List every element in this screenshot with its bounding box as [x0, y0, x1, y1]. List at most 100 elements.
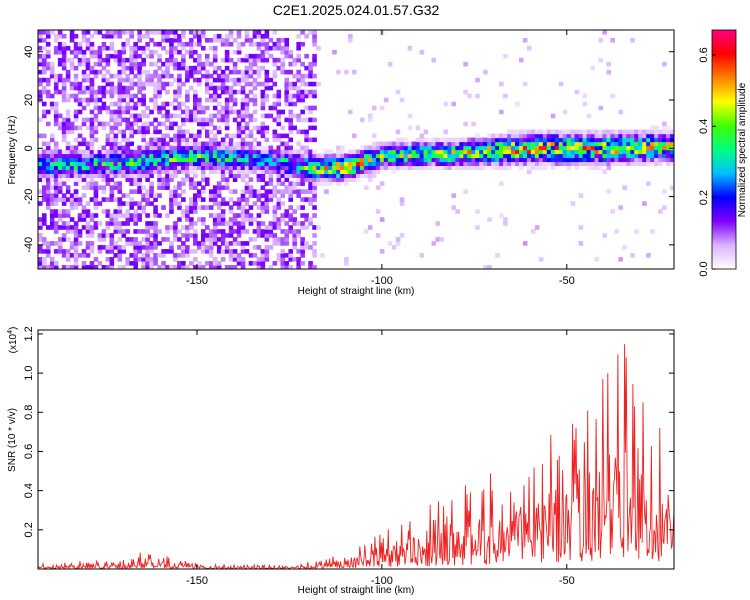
heatmap-cell [177, 145, 182, 151]
heatmap-cell [284, 185, 290, 190]
heatmap-cell [244, 185, 250, 190]
heatmap-cell [284, 253, 290, 258]
heatmap-cell [463, 161, 468, 167]
heatmap-cell [73, 237, 79, 242]
heatmap-cell [212, 197, 218, 202]
heatmap-cell [129, 161, 134, 167]
heatmap-cell [216, 33, 222, 39]
heatmap-cell [264, 149, 270, 155]
heatmap-cell [133, 93, 138, 99]
heatmap-cell [85, 241, 91, 246]
heatmap-cell [200, 161, 206, 167]
heatmap-cell [252, 145, 258, 151]
heatmap-cell [165, 153, 170, 159]
heatmap-cell [53, 33, 59, 39]
heatmap-cell [666, 145, 671, 151]
colorbar: 0.00.20.40.6 Normalized spectral amplitu… [698, 29, 748, 277]
heatmap-cell [292, 221, 297, 226]
heatmap-cell [216, 65, 222, 71]
heatmap-cell [200, 249, 206, 254]
heatmap-cell [538, 257, 544, 262]
heatmap-cell [296, 153, 301, 159]
heatmap-cell [459, 141, 464, 147]
heatmap-cell [105, 197, 111, 202]
heatmap-cell [312, 53, 317, 59]
heatmap-cell [352, 149, 357, 155]
heatmap-cell [518, 141, 524, 147]
heatmap-cell [280, 249, 286, 254]
heatmap-cell [610, 153, 615, 159]
heatmap-cell [220, 137, 226, 143]
heatmap-cell [288, 97, 294, 103]
heatmap-cell [157, 89, 162, 95]
heatmap-cell [622, 185, 627, 190]
heatmap-cell [224, 221, 230, 226]
heatmap-cell [177, 81, 182, 87]
heatmap-cell [125, 177, 131, 182]
heatmap-cell [117, 213, 123, 218]
heatmap-cell [594, 137, 600, 143]
heatmap-cell [244, 57, 250, 63]
heatmap-cell [240, 137, 246, 143]
heatmap-cell [85, 141, 91, 147]
heatmap-cell [69, 30, 75, 35]
heatmap-cell [268, 265, 274, 269]
heatmap-cell [101, 65, 107, 71]
heatmap-cell [626, 141, 631, 147]
heatmap-cell [260, 57, 266, 63]
heatmap-cell [89, 153, 95, 159]
heatmap-cell [161, 169, 166, 174]
heatmap-cell [574, 149, 580, 155]
heatmap-cell [260, 233, 266, 238]
heatmap-cell [630, 129, 635, 135]
heatmap-cell [228, 229, 234, 234]
heatmap-cell [272, 81, 278, 87]
heatmap-cell [149, 153, 154, 159]
heatmap-cell [57, 77, 63, 83]
heatmap-cell [272, 193, 278, 198]
heatmap-cell [224, 73, 230, 79]
heatmap-cell [534, 165, 540, 171]
heatmap-cell [117, 157, 123, 163]
heatmap-cell [260, 33, 266, 39]
heatmap-cell [145, 30, 150, 35]
heatmap-cell [200, 105, 206, 111]
heatmap-cell [304, 117, 309, 123]
heatmap-cell [153, 41, 158, 47]
heatmap-cell [49, 201, 55, 206]
heatmap-cell [236, 77, 242, 83]
heatmap-cell [634, 145, 639, 151]
heatmap-cell [101, 57, 107, 63]
heatmap-cell [511, 157, 516, 163]
heatmap-cell [113, 157, 119, 163]
heatmap-cell [260, 49, 266, 55]
heatmap-cell [105, 157, 111, 163]
heatmap-cell [288, 217, 294, 222]
heatmap-cell [93, 113, 99, 119]
heatmap-cell [538, 145, 544, 151]
heatmap-cell [145, 213, 150, 218]
heatmap-cell [566, 161, 572, 167]
heatmap-cell [447, 141, 452, 147]
heatmap-cell [113, 125, 119, 131]
heatmap-cell [578, 149, 584, 155]
heatmap-cell [658, 129, 663, 135]
heatmap-cell [431, 241, 437, 246]
heatmap-cell [240, 73, 246, 79]
heatmap-cell [61, 133, 67, 139]
heatmap-cell [133, 149, 138, 155]
heatmap-cell [185, 77, 190, 83]
heatmap-cell [542, 141, 548, 147]
heatmap-cell [399, 161, 405, 167]
heatmap-cell [189, 85, 194, 91]
heatmap-cell [280, 165, 286, 171]
heatmap-cell [153, 137, 158, 143]
heatmap-cell [296, 157, 301, 163]
heatmap-cell [248, 65, 254, 71]
heatmap-cell [157, 265, 162, 269]
heatmap-cell [169, 113, 174, 119]
heatmap-cell [220, 113, 226, 119]
y-tick-label: 1.0 [23, 365, 35, 380]
heatmap-cell [630, 253, 635, 258]
heatmap-cell [97, 173, 103, 178]
